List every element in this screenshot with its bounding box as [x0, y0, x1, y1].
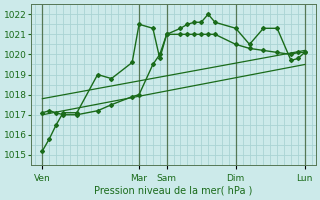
X-axis label: Pression niveau de la mer( hPa ): Pression niveau de la mer( hPa ) — [94, 186, 253, 196]
